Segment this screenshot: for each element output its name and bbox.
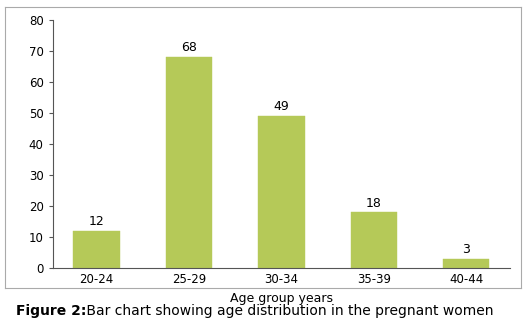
Text: 49: 49 bbox=[274, 100, 289, 113]
Text: 68: 68 bbox=[181, 42, 197, 54]
Text: 18: 18 bbox=[366, 197, 382, 210]
Text: 3: 3 bbox=[462, 243, 470, 256]
Bar bbox=[443, 259, 489, 268]
Bar bbox=[166, 57, 212, 268]
Bar bbox=[258, 116, 305, 268]
Bar bbox=[351, 212, 397, 268]
Text: Bar chart showing age distribution in the pregnant women: Bar chart showing age distribution in th… bbox=[82, 304, 493, 318]
Bar bbox=[74, 231, 119, 268]
X-axis label: Age group years: Age group years bbox=[230, 292, 333, 304]
Text: 12: 12 bbox=[89, 215, 104, 228]
Text: Figure 2:: Figure 2: bbox=[16, 304, 86, 318]
